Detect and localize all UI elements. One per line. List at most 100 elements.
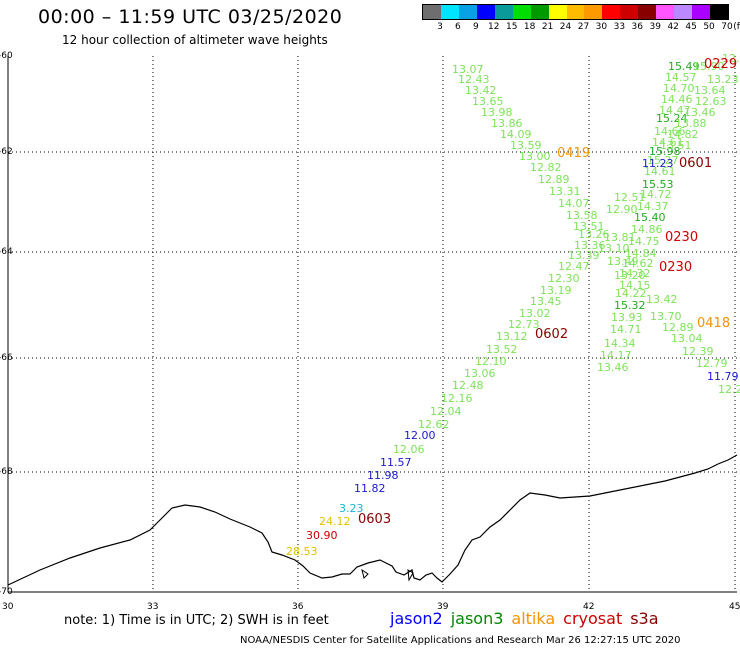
color-scale-label: 27 (577, 22, 590, 32)
wave-height-reading: 12.51 (614, 191, 646, 204)
wave-height-reading: 12.4 (722, 52, 740, 65)
wave-height-reading: 14.75 (628, 235, 660, 248)
wave-height-reading: 13.59 (510, 139, 542, 152)
wave-height-reading: 15.27 (647, 154, 679, 167)
color-scale-label: 12 (488, 22, 500, 32)
wave-height-reading: 30.90 (306, 529, 338, 542)
wave-height-reading: 15.24 (656, 112, 688, 125)
color-scale-label: 39 (649, 22, 661, 32)
color-scale-swatch (512, 5, 531, 19)
color-scale-label: 30 (595, 22, 608, 32)
color-scale-swatch (710, 5, 728, 19)
wave-height-reading: 14.22 (615, 287, 647, 300)
color-scale-label: 42 (667, 22, 679, 32)
wave-height-reading: 13.42 (646, 293, 678, 306)
color-scale-boxes (422, 4, 729, 20)
wave-height-reading: 3.23 (339, 502, 364, 515)
wave-height-reading: 13.45 (530, 295, 562, 308)
color-scale-label: 45 (685, 22, 697, 32)
color-scale-swatch (494, 5, 513, 19)
wave-height-reading: 12.48 (452, 379, 484, 392)
pass-time-label: 0419 (557, 146, 591, 161)
color-scale-label: 50 (703, 22, 715, 32)
lat-tick-label: -60 (0, 51, 13, 61)
wave-height-reading: 14.61 (652, 136, 684, 149)
wave-height-reading: 12.89 (662, 321, 694, 334)
wave-height-reading: 13.51 (573, 220, 605, 233)
wave-height-reading: 12.04 (430, 405, 462, 418)
legend-entry: jason3 (450, 609, 504, 628)
color-scale-label: 33 (613, 22, 626, 32)
wave-height-reading: 12.16 (441, 392, 473, 405)
wave-height-reading: 13.98 (481, 106, 513, 119)
wave-height-reading: 12.90 (606, 203, 638, 216)
color-scale-swatch (656, 5, 675, 19)
wave-height-reading: 14.47 (659, 104, 691, 117)
wave-height-reading: 13.81 (604, 231, 636, 244)
color-scale-swatch (423, 5, 441, 19)
lon-tick-label: 36 (292, 602, 304, 612)
color-scale-swatch (458, 5, 477, 19)
wave-height-reading: 14.15 (619, 279, 651, 292)
color-scale-swatch (530, 5, 549, 19)
lat-tick-label: -64 (0, 247, 13, 257)
wave-height-reading: 14.34 (604, 337, 636, 350)
color-scale-unit: (ft) (733, 22, 740, 32)
color-scale-label: 9 (472, 22, 479, 32)
wave-height-reading: 13.39 (568, 249, 600, 262)
wave-height-reading: 13.49 (607, 255, 639, 268)
lat-tick-label: -66 (0, 353, 13, 363)
color-scale-label: 18 (523, 22, 536, 32)
wave-height-map (7, 56, 738, 593)
wave-height-reading: 12.00 (404, 429, 436, 442)
wave-height-reading: 11.57 (380, 456, 412, 469)
wave-height-reading: 14.07 (558, 197, 590, 210)
color-scale-label: 15 (505, 22, 518, 32)
wave-height-reading: 14.57 (665, 71, 697, 84)
wave-height-reading: 13.06 (464, 367, 496, 380)
satellite-legend: jason2 jason3 altika cryosat s3a (390, 609, 667, 628)
lon-tick-label: 33 (147, 602, 159, 612)
page-subtitle: 12 hour collection of altimeter wave hei… (62, 33, 328, 47)
wave-height-reading: 12.47 (558, 260, 590, 273)
wave-height-reading: 13.65 (472, 95, 504, 108)
color-scale-swatch (692, 5, 710, 19)
wave-height-reading: 13.88 (675, 117, 707, 130)
wave-height-reading: 15.49 (668, 60, 700, 73)
wave-height-reading: 13.04 (671, 332, 703, 345)
wave-height-reading: 15.90 (693, 60, 725, 73)
wave-height-reading: 14.46 (661, 93, 693, 106)
wave-height-reading: 11.79 (707, 370, 739, 383)
wave-height-reading: 12.10 (475, 355, 507, 368)
pass-time-label: 0230 (665, 230, 699, 245)
pass-time-label: 0601 (679, 156, 713, 171)
wave-height-reading: 13.20 (614, 269, 646, 282)
wave-height-reading: 13.23 (707, 73, 739, 86)
lat-tick-label: -68 (0, 467, 13, 477)
wave-height-reading: 13.46 (597, 361, 629, 374)
wave-height-reading: 11.82 (354, 482, 386, 495)
wave-height-reading: 13.93 (611, 311, 643, 324)
wave-height-reading: 14.66 (654, 125, 686, 138)
coast-islands (361, 568, 414, 582)
color-scale-swatch (440, 5, 459, 19)
legend-entry: jason2 (390, 609, 443, 628)
wave-height-reading: 12.2 (718, 383, 740, 396)
wave-height-reading: 12.43 (458, 73, 490, 86)
grid-lines (8, 56, 737, 592)
page-title: 00:00 – 11:59 UTC 03/25/2020 (38, 6, 343, 28)
wave-height-reading: 13.52 (486, 343, 518, 356)
pass-time-label: 0603 (358, 512, 392, 527)
color-scale-label: 24 (559, 22, 572, 32)
wave-height-reading: 14.72 (640, 188, 672, 201)
legend-entry: cryosat (563, 609, 623, 628)
pass-time-label: 0418 (697, 316, 731, 331)
wave-height-reading: 14.84 (625, 247, 657, 260)
wave-height-reading: 13.10 (598, 242, 630, 255)
color-scale-label: 6 (455, 22, 461, 32)
footer-credit: NOAA/NESDIS Center for Satellite Applica… (240, 635, 681, 646)
color-scale-swatch (566, 5, 585, 19)
wave-height-reading: 14.70 (663, 82, 695, 95)
